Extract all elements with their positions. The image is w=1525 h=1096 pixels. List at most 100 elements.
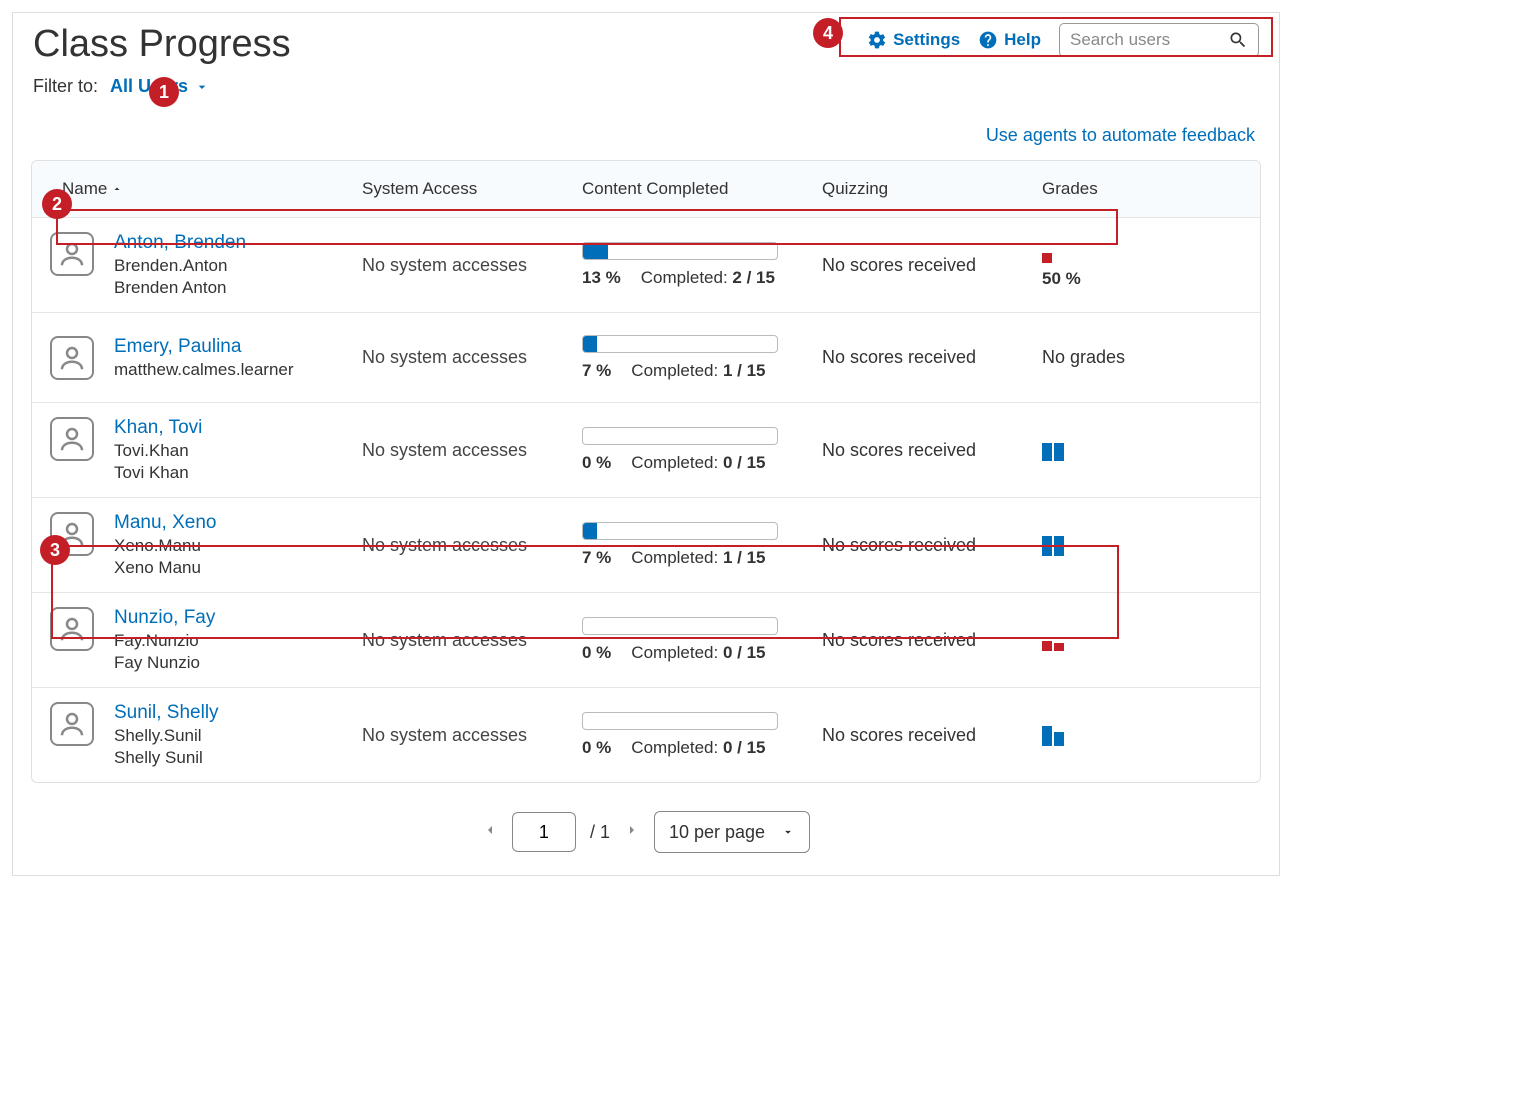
table-row: Khan, ToviTovi.KhanTovi Khan No system ac…	[32, 403, 1260, 498]
grade-bars	[1042, 241, 1202, 263]
system-access-cell: No system accesses	[362, 347, 582, 368]
user-name-link[interactable]: Anton, Brenden	[114, 232, 246, 254]
user-name-link[interactable]: Sunil, Shelly	[114, 702, 219, 724]
grade-bars	[1042, 724, 1202, 746]
avatar	[50, 702, 94, 746]
user-avatar-icon	[57, 424, 87, 454]
search-input[interactable]	[1070, 30, 1220, 50]
user-avatar-icon	[57, 709, 87, 739]
user-display-name: Fay Nunzio	[114, 653, 215, 673]
callout-4: 4	[813, 18, 843, 48]
help-link[interactable]: Help	[978, 30, 1041, 50]
grades-cell	[1042, 724, 1202, 746]
system-access-cell: No system accesses	[362, 630, 582, 651]
progress-bar	[582, 335, 778, 353]
avatar	[50, 232, 94, 276]
per-page-label: 10 per page	[669, 822, 765, 843]
table-row: Anton, BrendenBrenden.AntonBrenden Anton…	[32, 218, 1260, 313]
pager-prev[interactable]	[482, 821, 498, 844]
content-percent: 0 %	[582, 738, 611, 758]
user-username: Fay.Nunzio	[114, 631, 215, 651]
callout-2: 2	[42, 189, 72, 219]
progress-bar	[582, 522, 778, 540]
user-avatar-icon	[57, 239, 87, 269]
table-body: Anton, BrendenBrenden.AntonBrenden Anton…	[32, 218, 1260, 782]
user-name-link[interactable]: Nunzio, Fay	[114, 607, 215, 629]
grades-cell: No grades	[1042, 347, 1202, 368]
search-box[interactable]	[1059, 23, 1259, 57]
agents-automate-link[interactable]: Use agents to automate feedback	[986, 125, 1255, 145]
quizzing-cell: No scores received	[822, 440, 1042, 461]
pager-current-input[interactable]	[512, 812, 576, 852]
content-completed-text: Completed: 1 / 15	[631, 361, 765, 381]
filter-label: Filter to:	[33, 76, 98, 97]
search-icon[interactable]	[1228, 30, 1248, 50]
content-percent: 0 %	[582, 643, 611, 663]
user-username: matthew.calmes.learner	[114, 360, 294, 380]
progress-table: Name System Access Content Completed Qui…	[31, 160, 1261, 783]
chevron-right-icon	[624, 822, 640, 838]
quizzing-cell: No scores received	[822, 630, 1042, 651]
pager-next[interactable]	[624, 821, 640, 844]
content-completed-text: Completed: 0 / 15	[631, 738, 765, 758]
system-access-cell: No system accesses	[362, 535, 582, 556]
avatar	[50, 607, 94, 651]
table-header: Name System Access Content Completed Qui…	[32, 161, 1260, 218]
grade-bars	[1042, 629, 1202, 651]
content-percent: 7 %	[582, 361, 611, 381]
agents-link-row: Use agents to automate feedback	[13, 97, 1279, 154]
table-row: Emery, Paulinamatthew.calmes.learner No s…	[32, 313, 1260, 403]
settings-link[interactable]: Settings	[867, 30, 960, 50]
user-avatar-icon	[57, 343, 87, 373]
table-row: Sunil, ShellyShelly.SunilShelly Sunil No …	[32, 688, 1260, 782]
col-header-grades[interactable]: Grades	[1042, 179, 1202, 199]
grades-cell: 50 %	[1042, 241, 1202, 289]
col-header-system-access[interactable]: System Access	[362, 179, 582, 199]
filter-row: Filter to: All Users	[13, 66, 1279, 97]
user-username: Tovi.Khan	[114, 441, 202, 461]
quizzing-cell: No scores received	[822, 347, 1042, 368]
settings-label: Settings	[893, 30, 960, 50]
col-header-name[interactable]: Name	[32, 179, 362, 199]
page-container: 1 2 3 4 Class Progress Settings Help Fil…	[12, 12, 1280, 876]
system-access-cell: No system accesses	[362, 725, 582, 746]
sort-asc-icon	[111, 183, 123, 195]
col-header-content-completed[interactable]: Content Completed	[582, 179, 822, 199]
user-display-name: Shelly Sunil	[114, 748, 219, 768]
user-display-name: Tovi Khan	[114, 463, 202, 483]
progress-bar	[582, 712, 778, 730]
callout-1: 1	[149, 77, 179, 107]
top-actions: Settings Help	[867, 23, 1259, 57]
user-name-link[interactable]: Emery, Paulina	[114, 336, 294, 358]
progress-bar	[582, 617, 778, 635]
content-completed-cell: 7 %Completed: 1 / 15	[582, 522, 822, 568]
per-page-select[interactable]: 10 per page	[654, 811, 810, 853]
content-percent: 0 %	[582, 453, 611, 473]
system-access-cell: No system accesses	[362, 255, 582, 276]
user-display-name: Brenden Anton	[114, 278, 246, 298]
content-percent: 13 %	[582, 268, 621, 288]
content-completed-cell: 7 % Completed: 1 / 15	[582, 335, 822, 381]
avatar	[50, 336, 94, 380]
grade-bars	[1042, 534, 1202, 556]
user-name-link[interactable]: Manu, Xeno	[114, 512, 216, 534]
page-title: Class Progress	[33, 23, 291, 66]
quizzing-cell: No scores received	[822, 535, 1042, 556]
table-row: Nunzio, FayFay.NunzioFay Nunzio No system…	[32, 593, 1260, 688]
content-completed-text: Completed: 0 / 15	[631, 643, 765, 663]
content-completed-cell: 0 % Completed: 0 / 15	[582, 712, 822, 758]
chevron-left-icon	[482, 822, 498, 838]
content-completed-cell: 0 % Completed: 0 / 15	[582, 617, 822, 663]
user-username: Xeno.Manu	[114, 536, 216, 556]
content-completed-text: Completed: 2 / 15	[641, 268, 775, 288]
table-row: Manu, XenoXeno.ManuXeno Manu No system ac…	[32, 498, 1260, 593]
col-header-quizzing[interactable]: Quizzing	[822, 179, 1042, 199]
grade-label: 50 %	[1042, 269, 1202, 289]
help-icon	[978, 30, 998, 50]
pager-total: / 1	[590, 822, 610, 843]
user-display-name: Xeno Manu	[114, 558, 216, 578]
user-name-link[interactable]: Khan, Tovi	[114, 417, 202, 439]
system-access-cell: No system accesses	[362, 440, 582, 461]
user-username: Shelly.Sunil	[114, 726, 219, 746]
content-percent: 7 %	[582, 548, 611, 568]
